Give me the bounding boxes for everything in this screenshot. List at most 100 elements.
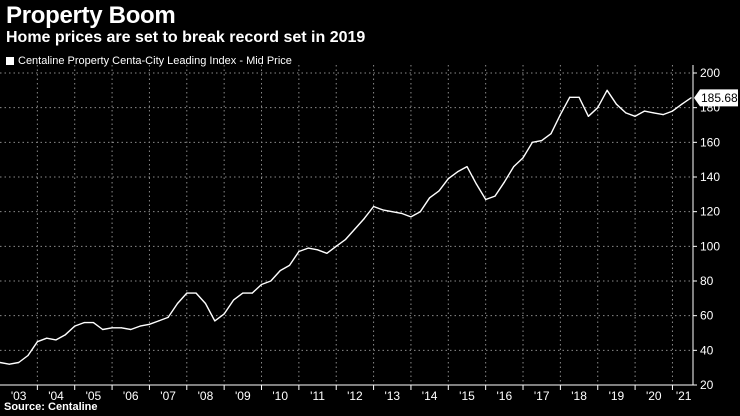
data-point (578, 96, 580, 98)
x-tick-label: '14 (422, 389, 438, 403)
data-point (447, 178, 449, 180)
y-tick-label: 60 (700, 309, 714, 323)
x-tick-label: '19 (609, 389, 625, 403)
data-point (662, 114, 664, 116)
y-tick-label: 140 (700, 170, 720, 184)
legend-label: Centaline Property Centa-City Leading In… (18, 55, 292, 67)
x-tick-label: '10 (272, 389, 288, 403)
x-tick-label: '20 (646, 389, 662, 403)
y-tick-label: 40 (700, 343, 714, 357)
data-point (485, 198, 487, 201)
data-point (494, 195, 496, 197)
x-tick-label: '03 (11, 389, 27, 403)
data-point (531, 141, 533, 143)
data-point (270, 280, 272, 282)
data-point (475, 183, 477, 185)
x-tick-label: '21 (676, 389, 692, 403)
data-point (130, 328, 132, 331)
data-point (307, 247, 309, 249)
data-point (344, 238, 347, 240)
x-tick-label: '07 (160, 389, 176, 403)
x-tick-label: '05 (86, 389, 102, 403)
data-point (410, 216, 412, 218)
axis-layer: 20406080100120140160180200'03'04'05'06'0… (0, 65, 720, 403)
data-point (372, 205, 375, 208)
x-tick-label: '16 (497, 389, 513, 403)
data-point (46, 337, 48, 339)
x-tick-label: '12 (347, 389, 363, 403)
data-point (606, 89, 608, 91)
data-point (326, 252, 328, 254)
data-point (503, 181, 505, 183)
x-tick-label: '04 (48, 389, 64, 403)
y-tick-label: 100 (700, 239, 720, 253)
data-point (232, 299, 235, 301)
x-tick-label: '11 (310, 389, 325, 403)
data-point (466, 166, 468, 168)
y-tick-label: 80 (700, 274, 714, 288)
x-tick-label: '18 (571, 389, 587, 403)
x-tick-label: '06 (123, 389, 139, 403)
data-point (597, 107, 599, 109)
data-point (111, 327, 113, 329)
data-point (513, 166, 515, 168)
data-point (167, 316, 169, 318)
data-point (260, 283, 263, 286)
data-point (382, 209, 384, 211)
last-value-label: 185.68 (701, 91, 738, 105)
series-layer (0, 89, 692, 365)
data-point (36, 341, 38, 343)
data-point (223, 313, 225, 315)
y-tick-label: 200 (700, 66, 720, 80)
data-point (625, 112, 627, 114)
last-value-callout (694, 89, 738, 107)
legend: Centaline Property Centa-City Leading In… (6, 55, 292, 67)
label-layer: 185.68 (694, 89, 738, 107)
data-point (653, 112, 655, 114)
data-point (457, 171, 459, 173)
data-point (391, 211, 393, 213)
data-point (316, 249, 319, 251)
data-point (176, 302, 179, 305)
data-point (354, 228, 356, 230)
data-point (559, 114, 561, 116)
grid-layer (0, 65, 693, 386)
data-point (83, 322, 85, 324)
data-point (279, 270, 281, 272)
data-point (690, 97, 692, 99)
data-point (681, 103, 683, 105)
data-point (587, 115, 589, 117)
data-point (335, 245, 337, 247)
data-point (214, 320, 216, 322)
data-point (195, 292, 197, 294)
data-point (242, 292, 244, 294)
data-point (288, 264, 291, 266)
y-tick-label: 120 (700, 205, 720, 219)
data-point (401, 212, 403, 214)
data-point (64, 334, 66, 336)
data-point (8, 363, 10, 365)
data-point (0, 361, 1, 364)
data-point (27, 354, 29, 357)
data-point (148, 323, 151, 325)
data-point (158, 320, 160, 322)
data-point (186, 292, 188, 294)
data-point (541, 140, 543, 142)
data-point (120, 327, 123, 329)
legend-swatch (6, 57, 14, 65)
data-point (251, 292, 253, 294)
x-tick-label: '17 (534, 389, 550, 403)
data-point (419, 211, 421, 213)
x-tick-label: '08 (198, 389, 214, 403)
data-point (569, 96, 571, 98)
x-tick-label: '09 (235, 389, 251, 403)
y-tick-label: 160 (700, 135, 720, 149)
data-point (92, 322, 94, 324)
data-point (643, 110, 646, 112)
source-note: Source: Centaline (4, 401, 98, 413)
data-point (615, 103, 618, 105)
data-point (298, 250, 300, 253)
data-point (18, 361, 20, 364)
data-point (139, 325, 141, 327)
